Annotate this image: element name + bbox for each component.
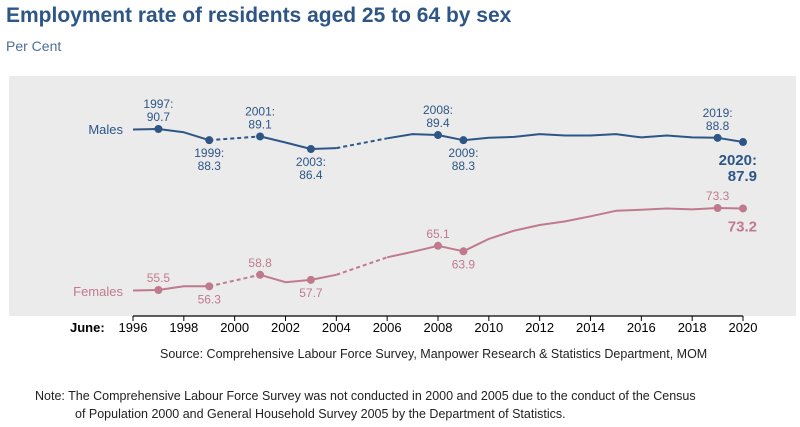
- males-annotation-1997-year: 1997:: [143, 97, 173, 111]
- females-point-2003: [306, 275, 315, 284]
- males-annotation-2003-value: 86.4: [299, 168, 323, 182]
- x-tick-label-1998: 1998: [169, 320, 198, 335]
- males-line-gap-3: [336, 137, 388, 150]
- males-annotation-2009-year: 2009:: [448, 146, 478, 160]
- females-annotation-1999-value: 56.3: [198, 292, 222, 306]
- x-axis-label: June:: [70, 320, 105, 335]
- males-point-2003: [306, 145, 315, 153]
- males-point-2001: [256, 132, 265, 141]
- label-layer: Males Females 1997:90.71999:88.32001:89.…: [73, 97, 757, 306]
- males-annotation-2019-year: 2019:: [703, 106, 733, 120]
- females-annotation-2001-value: 58.8: [248, 256, 272, 270]
- females-point-2009: [459, 247, 468, 256]
- note-line-1: Note: The Comprehensive Labour Force Sur…: [35, 389, 696, 403]
- males-point-2019: [713, 133, 722, 142]
- x-tick-label-2008: 2008: [424, 320, 453, 335]
- males-annotation-2001-value: 89.1: [248, 117, 272, 131]
- males-point-2009: [459, 136, 468, 145]
- males-annotation-2008-year: 2008:: [423, 103, 453, 117]
- males-point-1999: [205, 136, 214, 145]
- source-text: Source: Comprehensive Labour Force Surve…: [160, 347, 708, 361]
- females-point-2008: [434, 241, 442, 250]
- series-layer: [132, 125, 747, 294]
- females-annotation-2020-value: 73.2: [728, 218, 757, 235]
- x-tick-label-2004: 2004: [322, 320, 351, 335]
- males-annotation-2020-value: 87.9: [728, 168, 757, 185]
- females-line-segment-4: [386, 207, 744, 259]
- x-tick-label-2018: 2018: [678, 320, 707, 335]
- females-line-gap-1: [209, 273, 261, 288]
- x-tick-label-2016: 2016: [627, 320, 656, 335]
- females-annotation-2003-value: 57.7: [299, 286, 323, 300]
- note-text: Note: The Comprehensive Labour Force Sur…: [35, 387, 755, 423]
- chart-subtitle: Per Cent: [6, 38, 62, 54]
- males-point-2008: [434, 131, 442, 140]
- females-line-gap-3: [335, 256, 388, 276]
- note-line-2: of Population 2000 and General Household…: [75, 407, 566, 421]
- x-tick-label-2010: 2010: [474, 320, 503, 335]
- females-line-segment-0: [132, 285, 210, 292]
- males-point-1997: [154, 125, 163, 133]
- females-annotation-2008-value: 65.1: [426, 227, 450, 241]
- females-annotation-1997-value: 55.5: [147, 271, 171, 285]
- x-tick-label-2002: 2002: [271, 320, 300, 335]
- females-annotation-2019-value: 73.3: [706, 189, 730, 203]
- males-annotation-1999-year: 1999:: [194, 146, 224, 160]
- x-tick-label-2014: 2014: [576, 320, 605, 335]
- females-point-2020: [739, 204, 747, 213]
- x-tick-label-1996: 1996: [119, 320, 148, 335]
- x-tick-label-2020: 2020: [729, 320, 758, 335]
- x-tick-label-2000: 2000: [220, 320, 249, 335]
- series-label-females: Females: [73, 284, 123, 299]
- females-point-1999: [205, 282, 214, 291]
- males-annotation-2001-year: 2001:: [245, 104, 275, 118]
- series-label-males: Males: [88, 122, 123, 137]
- males-annotation-2003-year: 2003:: [296, 155, 326, 169]
- x-tick-label-2012: 2012: [525, 320, 554, 335]
- chart-title: Employment rate of residents aged 25 to …: [6, 4, 512, 27]
- females-point-2019: [713, 204, 722, 212]
- males-annotation-2019-value: 88.8: [706, 119, 730, 133]
- x-tick-label-2006: 2006: [373, 320, 402, 335]
- males-annotation-2009-value: 88.3: [452, 159, 476, 173]
- females-annotation-2009-value: 63.9: [452, 257, 476, 271]
- males-annotation-2020-year: 2020:: [719, 152, 757, 169]
- males-annotation-1999-value: 88.3: [198, 159, 222, 173]
- males-annotation-2008-value: 89.4: [426, 116, 450, 130]
- females-point-2001: [256, 270, 265, 279]
- females-point-1997: [154, 286, 163, 294]
- males-line-segment-2: [259, 135, 337, 150]
- females-line-segment-2: [259, 273, 337, 284]
- males-point-2020: [739, 138, 747, 147]
- males-annotation-1997-value: 90.7: [147, 110, 171, 124]
- males-line-segment-4: [387, 133, 744, 143]
- males-line-gap-1: [209, 135, 261, 142]
- plot-panel: [9, 76, 796, 316]
- males-line-segment-0: [132, 128, 210, 142]
- x-axis: June: 1996 1998 2000 2002 2004 2006 2008 2010 20…: [70, 315, 758, 335]
